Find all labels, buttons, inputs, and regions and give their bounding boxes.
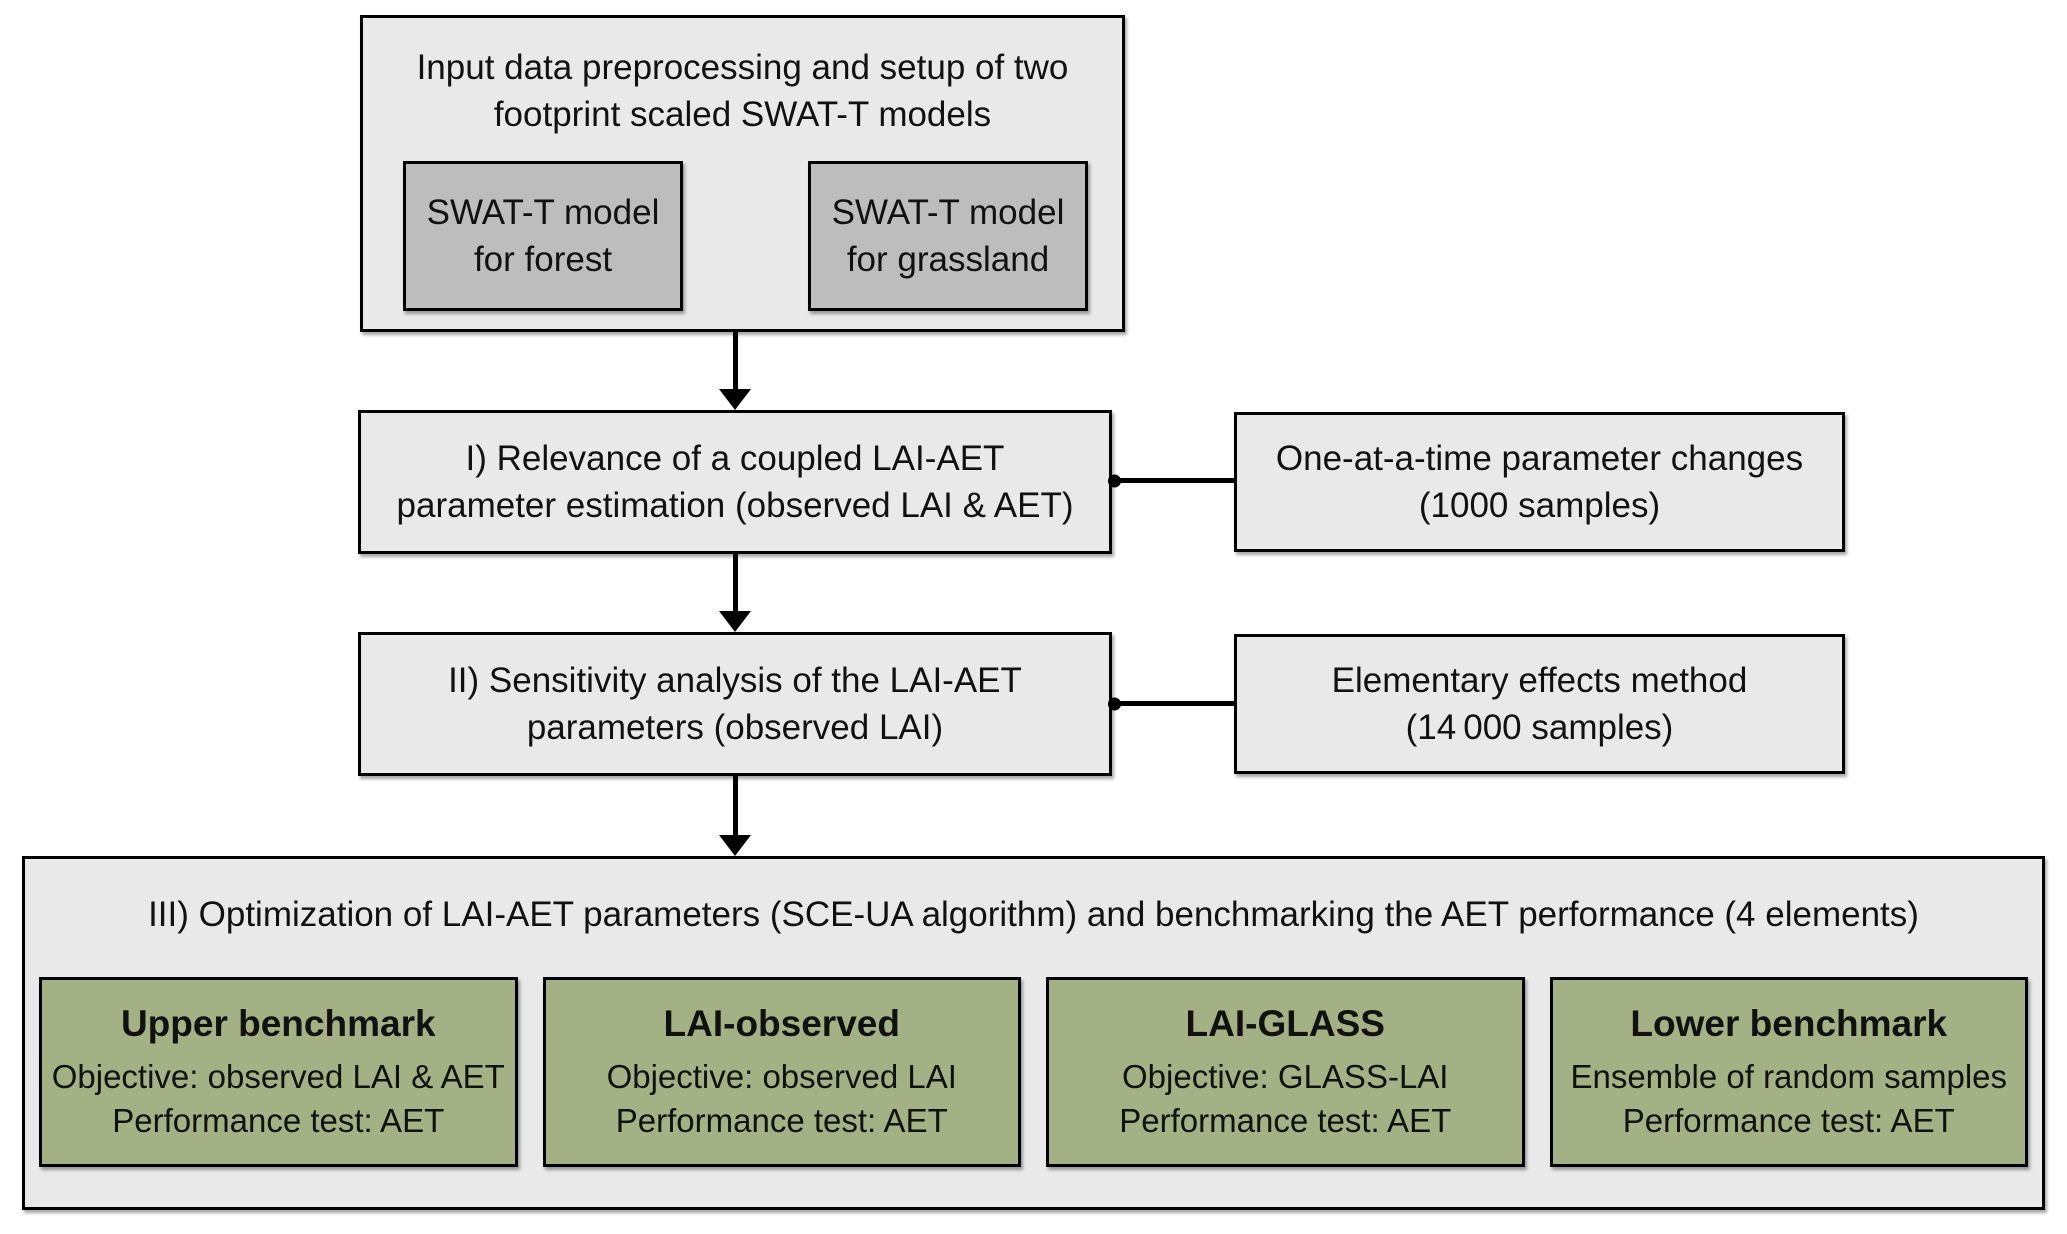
swat-t-forest-model-box: SWAT-T model for forest [403, 161, 683, 311]
step2-sensitivity-box: II) Sensitivity analysis of the LAI-AET … [358, 632, 1112, 776]
step2-method-line2: (14 000 samples) [1405, 708, 1674, 747]
swat-t-grassland-line2: for grassland [846, 240, 1050, 279]
upper-benchmark-objective: Objective: observed LAI & AET [51, 1057, 505, 1095]
lai-glass-objective: Objective: GLASS-LAI [1122, 1057, 1449, 1095]
step1-connector-line [1108, 474, 1235, 487]
step1-method-line1: One-at-a-time parameter changes [1275, 438, 1804, 478]
lai-observed-title: LAI-observed [663, 1003, 900, 1045]
step1-line2: parameter estimation (observed LAI & AET… [396, 486, 1074, 525]
lower-benchmark-box: Lower benchmark Ensemble of random sampl… [1549, 977, 2028, 1167]
connector-dot-icon [1108, 474, 1121, 487]
step2-connector-line [1108, 697, 1235, 710]
step3-title: III) Optimization of LAI-AET parameters … [148, 895, 1919, 934]
connector-dot-icon [1108, 697, 1121, 710]
lai-glass-box: LAI-GLASS Objective: GLASS-LAI Performan… [1046, 977, 1525, 1167]
arrow-shaft [732, 776, 738, 835]
down-arrow-icon [719, 776, 751, 856]
step3-optimization-box: III) Optimization of LAI-AET parameters … [22, 856, 2045, 1210]
step2-method-box: Elementary effects method (14 000 sample… [1234, 634, 1845, 774]
down-arrow-icon [719, 330, 751, 410]
input-preprocessing-title: Input data preprocessing and setup of tw… [363, 44, 1122, 139]
lower-benchmark-title: Lower benchmark [1630, 1003, 1948, 1045]
swat-t-forest-line2: for forest [473, 240, 613, 279]
step1-method-line2: (1000 samples) [1418, 486, 1661, 525]
step1-method-box: One-at-a-time parameter changes (1000 sa… [1234, 412, 1845, 552]
upper-benchmark-box: Upper benchmark Objective: observed LAI … [39, 977, 518, 1167]
lower-benchmark-objective: Ensemble of random samples [1570, 1057, 2008, 1095]
step2-method-line1: Elementary effects method [1331, 660, 1748, 700]
input-preprocessing-title-line2: footprint scaled SWAT-T models [493, 95, 992, 135]
arrow-shaft [732, 330, 738, 389]
step2-line1: II) Sensitivity analysis of the LAI-AET [448, 660, 1022, 700]
arrow-head [719, 835, 751, 856]
lai-observed-performance: Performance test: AET [615, 1102, 948, 1140]
benchmark-elements-row: Upper benchmark Objective: observed LAI … [39, 977, 2028, 1167]
lai-glass-title: LAI-GLASS [1185, 1003, 1385, 1045]
arrow-head [719, 611, 751, 632]
upper-benchmark-title: Upper benchmark [120, 1003, 436, 1045]
step1-relevance-box: I) Relevance of a coupled LAI-AET parame… [358, 410, 1112, 554]
lower-benchmark-performance: Performance test: AET [1622, 1102, 1955, 1140]
swat-t-forest-line1: SWAT-T model [426, 192, 660, 232]
step2-line2: parameters (observed LAI) [526, 708, 944, 747]
arrow-shaft [732, 554, 738, 611]
down-arrow-icon [719, 554, 751, 632]
arrow-head [719, 389, 751, 410]
lai-observed-box: LAI-observed Objective: observed LAI Per… [542, 977, 1021, 1167]
input-preprocessing-title-line1: Input data preprocessing and setup of tw… [416, 48, 1069, 87]
lai-observed-objective: Objective: observed LAI [606, 1057, 957, 1095]
swat-t-grassland-model-box: SWAT-T model for grassland [808, 161, 1088, 311]
lai-glass-performance: Performance test: AET [1119, 1102, 1452, 1140]
step1-line1: I) Relevance of a coupled LAI-AET [465, 438, 1005, 478]
upper-benchmark-performance: Performance test: AET [112, 1102, 445, 1140]
swat-t-grassland-line1: SWAT-T model [831, 192, 1065, 232]
input-preprocessing-box: Input data preprocessing and setup of tw… [360, 15, 1125, 332]
